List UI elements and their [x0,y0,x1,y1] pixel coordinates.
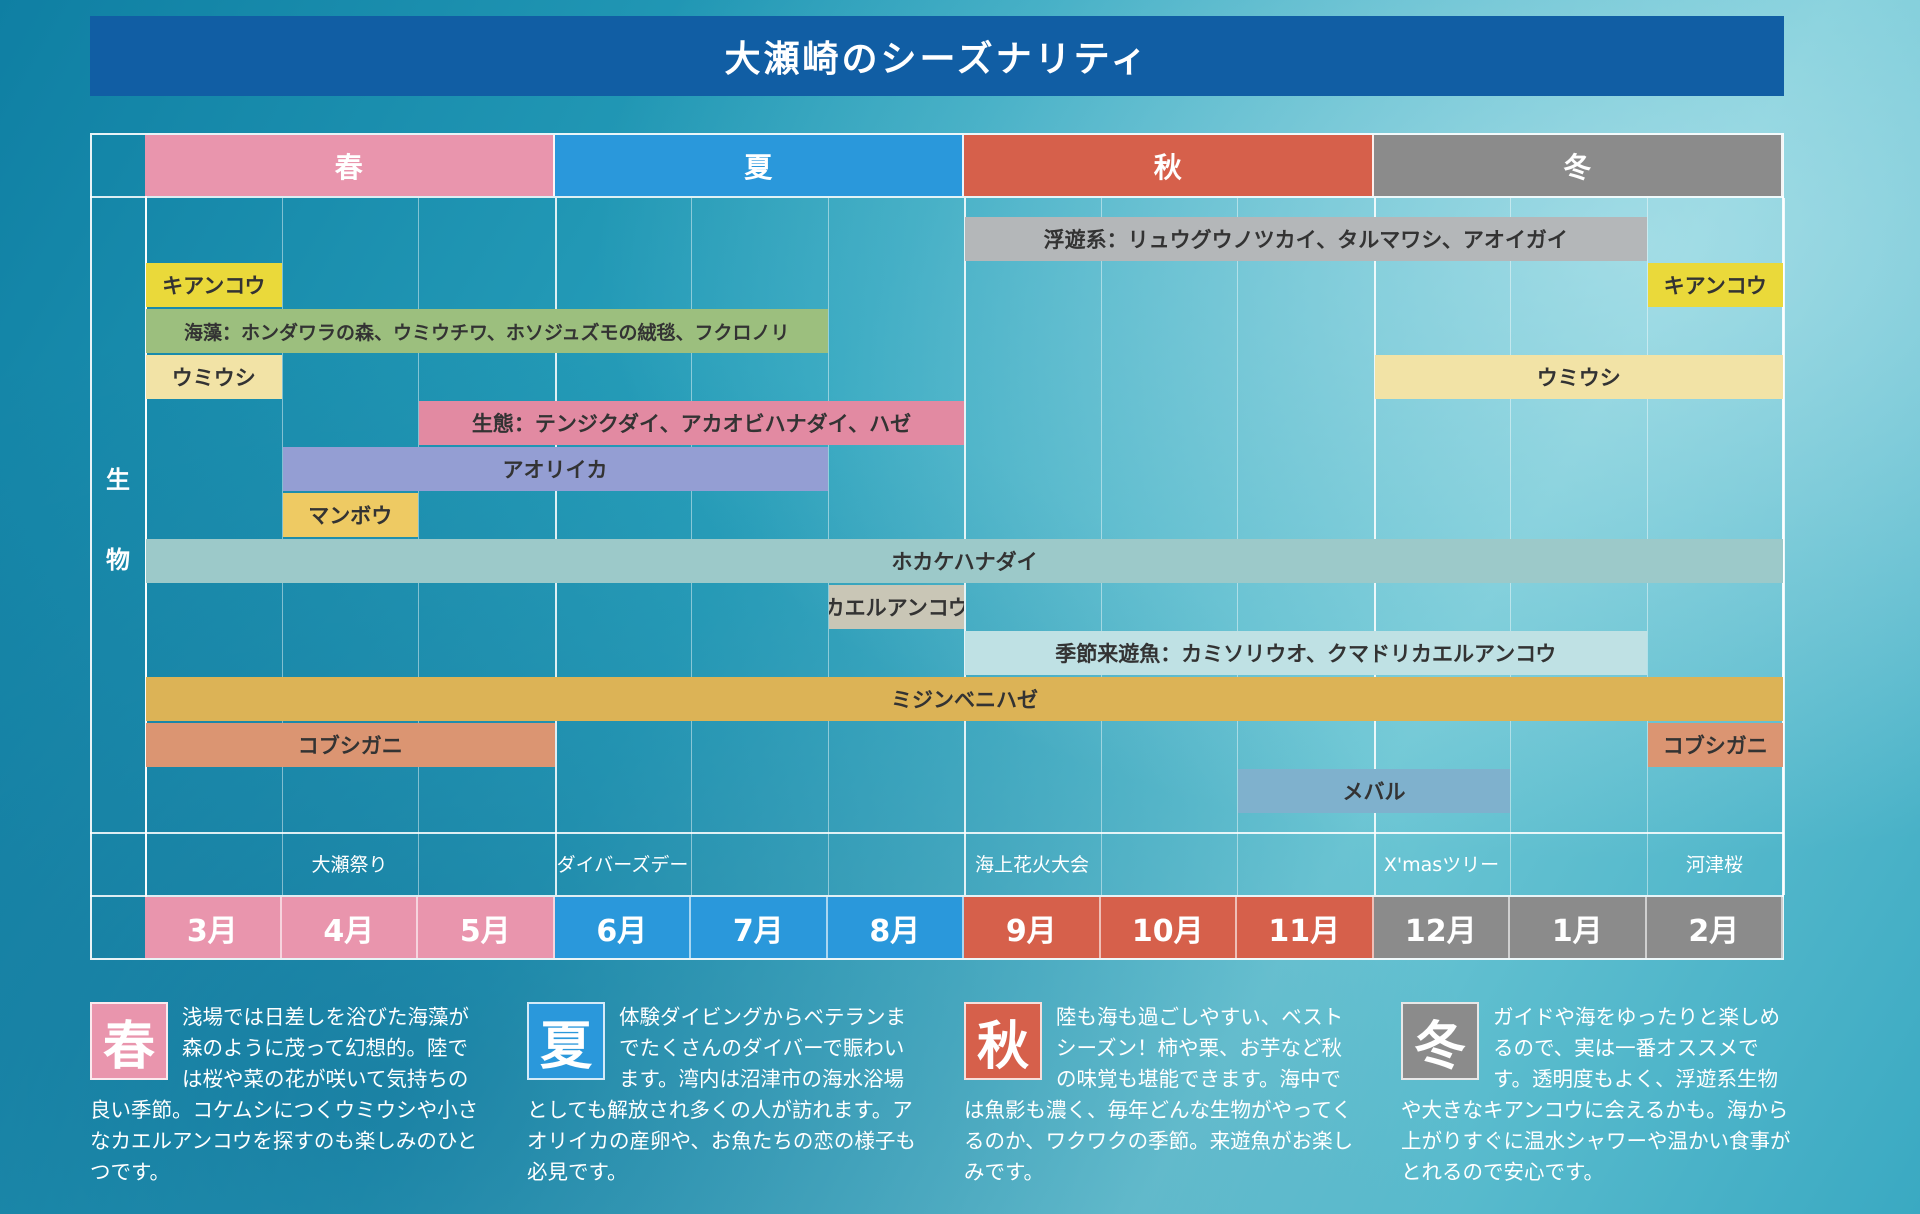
season-badge: 秋 [964,1002,1042,1080]
event-label: 大瀬祭り [311,854,388,876]
season-description-text: ガイドや海をゆったりと楽しめるので、実は一番オススメです。透明度もよく、浮遊系生… [1401,1005,1791,1184]
season-description-text: 浅場では日差しを浴びた海藻が森のように茂って幻想的。陸では桜や菜の花が咲いて気持… [90,1005,479,1184]
season-badge: 冬 [1401,1002,1479,1080]
season-description: ガイドや海をゆったりと楽しめるので、実は一番オススメです。透明度もよく、浮遊系生… [1401,1002,1791,1202]
grid-hline [90,196,1784,198]
row-label-char-1: 生 [106,466,130,494]
creature-bar: ホカケハナダイ [146,539,1783,583]
event-label: X'masツリー [1383,854,1500,876]
creature-bar: 海藻：ホンダワラの森、ウミウチワ、ホソジュズモの絨毯、フクロノリ [146,309,828,353]
creature-bar: キアンコウ [146,263,282,307]
month-cell: 5月 [418,897,555,958]
season-badge: 春 [90,1002,168,1080]
month-cell: 6月 [554,897,691,958]
creature-bar: ミジンベニハゼ [146,677,1783,721]
creature-bar: アオリイカ [282,447,828,491]
season-header-2: 夏 [554,135,964,196]
month-cell: 4月 [281,897,418,958]
creature-bar: ウミウシ [1374,355,1783,399]
creature-bar: ウミウシ [146,355,282,399]
month-cell: 7月 [691,897,828,958]
event-label: ダイバーズデー [556,854,689,876]
creature-bar: 季節来遊魚：カミソリウオ、クマドリカエルアンコウ [965,631,1647,675]
creature-bar: マンボウ [282,493,418,537]
creature-bar: コブシガニ [1647,723,1783,767]
season-description-text: 陸も海も過ごしやすい、ベストシーズン！柿や栗、お芋など秋の味覚も堪能できます。海… [964,1005,1354,1184]
month-cell: 8月 [827,897,964,958]
month-cell: 3月 [145,897,282,958]
month-cell: 12月 [1373,897,1510,958]
month-cell: 11月 [1237,897,1374,958]
season-header-4: 冬 [1373,135,1783,196]
creature-bar: カエルアンコウ [828,585,964,629]
month-cell: 10月 [1100,897,1237,958]
season-badge: 夏 [527,1002,605,1080]
grid-hline [90,832,1784,834]
creature-bar: メバル [1238,769,1510,813]
creature-bar: コブシガニ [146,723,555,767]
month-cell: 2月 [1646,897,1783,958]
creature-bar: 生態：テンジクダイ、アカオビハナダイ、ハゼ [419,401,964,445]
season-header-1: 春 [145,135,555,196]
season-description: 浅場では日差しを浴びた海藻が森のように茂って幻想的。陸では桜や菜の花が咲いて気持… [90,1002,480,1202]
page-title: 大瀬崎のシーズナリティ [90,16,1784,96]
creature-bar: 浮遊系：リュウグウノツカイ、タルマワシ、アオイガイ [965,217,1647,261]
row-label-char-2: 物 [106,546,130,574]
event-label: 河津桜 [1685,854,1743,876]
event-label: 海上花火大会 [974,854,1089,876]
month-cell: 1月 [1510,897,1647,958]
creature-bar: キアンコウ [1647,263,1783,307]
season-description: 陸も海も過ごしやすい、ベストシーズン！柿や栗、お芋など秋の味覚も堪能できます。海… [964,1002,1354,1202]
grid-vline [1783,198,1785,895]
season-description-text: 体験ダイビングからベテランまでたくさんのダイバーで賑わいます。湾内は沼津市の海水… [527,1005,916,1184]
grid-hline [90,895,1784,897]
month-cell: 9月 [964,897,1101,958]
season-header-3: 秋 [964,135,1374,196]
season-description: 体験ダイビングからベテランまでたくさんのダイバーで賑わいます。湾内は沼津市の海水… [527,1002,917,1202]
